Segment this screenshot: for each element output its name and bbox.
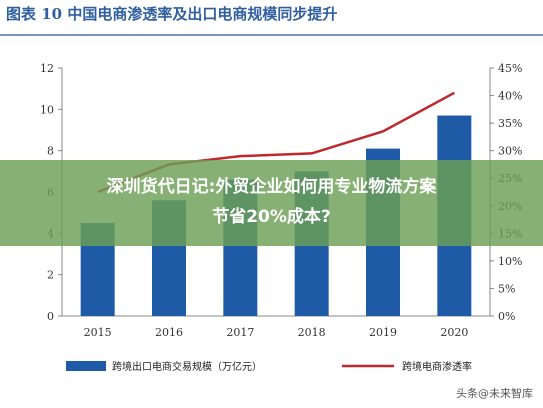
legend-label-bar: 跨境出口电商交易规模（万亿元） xyxy=(112,360,262,373)
banner-line-2: 节省20%成本? xyxy=(212,207,331,227)
banner-line-1: 深圳货代日记:外贸企业如何用专业物流方案 xyxy=(106,177,437,197)
x-tick-label: 2019 xyxy=(369,326,397,339)
x-tick-label: 2016 xyxy=(155,326,183,339)
left-tick-label: 0 xyxy=(47,310,54,323)
right-tick-label: 30% xyxy=(498,145,522,158)
right-tick-label: 10% xyxy=(498,255,522,268)
right-tick-label: 35% xyxy=(498,117,522,130)
legend-swatch-bar xyxy=(66,361,106,371)
x-tick-label: 2020 xyxy=(440,326,468,339)
right-tick-label: 5% xyxy=(498,282,515,295)
legend: 跨境出口电商交易规模（万亿元） 跨境电商渗透率 xyxy=(66,360,472,373)
overlay-banner[interactable]: 深圳货代日记:外贸企业如何用专业物流方案 节省20%成本? xyxy=(0,160,543,246)
title-divider xyxy=(0,34,543,36)
x-tick-label: 2017 xyxy=(226,326,254,339)
right-tick-label: 45% xyxy=(498,62,522,75)
right-tick-label: 0% xyxy=(498,310,515,323)
watermark: 头条@未来智库 xyxy=(452,384,537,402)
left-tick-label: 12 xyxy=(40,62,54,75)
figure-title: 图表 10 中国电商渗透率及出口电商规模同步提升 xyxy=(6,5,338,23)
left-tick-label: 10 xyxy=(40,103,54,116)
left-tick-label: 2 xyxy=(47,269,54,282)
right-tick-label: 40% xyxy=(498,90,522,103)
x-tick-label: 2015 xyxy=(84,326,112,339)
x-tick-label: 2018 xyxy=(298,326,326,339)
legend-label-line: 跨境电商渗透率 xyxy=(402,360,472,373)
left-tick-label: 8 xyxy=(47,145,54,158)
